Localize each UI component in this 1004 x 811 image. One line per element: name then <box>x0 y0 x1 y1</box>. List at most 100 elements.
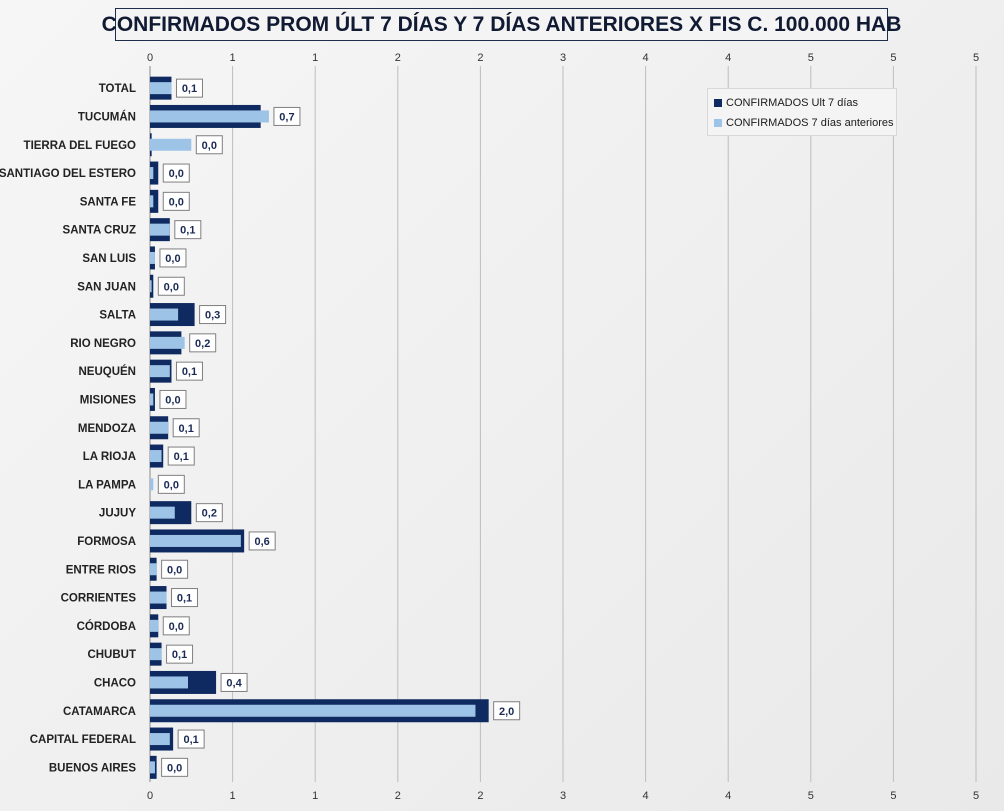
legend-swatch-previous <box>714 119 722 127</box>
x-axis-top-ticks: 0 1 1 2 2 3 4 4 5 5 5 <box>147 52 979 64</box>
data-label-text: 0,1 <box>183 734 198 746</box>
x-tick-label: 0 <box>147 790 153 802</box>
data-label: 0,1 <box>175 361 203 381</box>
category-label: RIO NEGRO <box>70 338 136 350</box>
data-label-box <box>199 305 227 325</box>
x-tick-label: 5 <box>973 790 979 802</box>
data-label-box <box>175 78 203 98</box>
bar-previous <box>150 167 154 180</box>
bar-previous <box>150 195 154 208</box>
data-label: 0,0 <box>159 248 187 268</box>
bar-current <box>150 189 159 213</box>
data-label-text: 0,0 <box>165 394 180 406</box>
data-label-box <box>273 106 301 126</box>
legend-label-current: CONFIRMADOS Ult 7 días <box>726 97 859 109</box>
data-label: 0,1 <box>177 729 205 749</box>
data-label-box <box>248 531 276 551</box>
data-label-box <box>174 220 202 240</box>
data-label: 0,4 <box>220 672 248 692</box>
data-label: 0,0 <box>157 474 185 494</box>
data-labels: 0,1 0,7 0,0 0,0 0,0 0,1 0,0 0,0 0,3 0,2 0,1 0,0 0,1 0… <box>157 78 521 777</box>
category-label: SAN LUIS <box>82 253 136 265</box>
data-label-text: 0,0 <box>164 479 179 491</box>
data-label-text: 0,1 <box>174 451 189 463</box>
data-label: 0,1 <box>167 446 195 466</box>
category-label: NEUQUÉN <box>78 365 136 378</box>
category-label: SAN JUAN <box>77 281 136 293</box>
bar-previous <box>150 280 152 293</box>
data-label-text: 0,2 <box>195 338 210 350</box>
bar-current <box>150 274 154 298</box>
category-label: LA RIOJA <box>83 451 136 463</box>
bar-previous <box>150 336 185 349</box>
x-tick-label: 4 <box>643 790 649 802</box>
data-label: 0,0 <box>161 757 189 777</box>
category-label: CÓRDOBA <box>77 620 136 633</box>
data-label-box <box>189 333 217 353</box>
bar-previous <box>150 308 179 321</box>
category-label: BUENOS AIRES <box>49 762 136 774</box>
data-label: 0,1 <box>174 220 202 240</box>
data-label: 0,0 <box>159 389 187 409</box>
data-label-text: 0,2 <box>202 508 217 520</box>
data-label: 0,2 <box>195 503 223 523</box>
bars <box>150 76 489 779</box>
data-label-text: 0,0 <box>169 196 184 208</box>
data-label-text: 0,1 <box>182 83 197 95</box>
legend: CONFIRMADOS Ult 7 días CONFIRMADOS 7 día… <box>707 88 897 136</box>
category-label: SALTA <box>99 310 136 322</box>
data-label-box <box>162 191 190 211</box>
x-tick-label: 1 <box>230 52 236 64</box>
data-label: 0,1 <box>166 644 194 664</box>
chart-title: CONFIRMADOS PROM ÚLT 7 DÍAS Y 7 DÍAS ANT… <box>102 8 901 41</box>
x-axis-bottom-ticks: 0 1 1 2 2 3 4 4 5 5 5 <box>147 790 979 802</box>
category-label: SANTA CRUZ <box>63 225 136 237</box>
bar-previous <box>150 450 162 463</box>
bar-previous <box>150 421 169 434</box>
data-label-box <box>195 503 223 523</box>
data-label-text: 0,0 <box>169 168 184 180</box>
data-label-box <box>162 163 190 183</box>
x-tick-label: 4 <box>725 52 731 64</box>
category-label: CORRIENTES <box>61 593 137 605</box>
bar-previous <box>150 223 170 236</box>
bar-previous <box>150 138 192 151</box>
data-label-box <box>161 559 189 579</box>
bar-previous <box>150 648 162 661</box>
x-tick-label: 5 <box>808 52 814 64</box>
x-tick-label: 1 <box>230 790 236 802</box>
category-label: MISIONES <box>80 394 137 406</box>
data-label-text: 0,1 <box>177 593 192 605</box>
data-label: 0,0 <box>157 276 185 296</box>
category-label: MENDOZA <box>78 423 136 435</box>
data-label: 0,0 <box>162 163 190 183</box>
bar-previous <box>150 393 154 406</box>
bar-previous <box>150 251 155 264</box>
category-label: LA PAMPA <box>78 479 136 491</box>
category-label: CAPITAL FEDERAL <box>30 734 136 746</box>
data-label-box <box>159 248 187 268</box>
data-label: 0,0 <box>195 135 223 155</box>
category-label: FORMOSA <box>77 536 136 548</box>
category-label: TIERRA DEL FUEGO <box>24 140 137 152</box>
data-label-box <box>171 588 199 608</box>
data-label: 0,7 <box>273 106 301 126</box>
data-label-box <box>172 418 200 438</box>
data-label-text: 0,0 <box>164 281 179 293</box>
data-label-box <box>167 446 195 466</box>
x-tick-label: 5 <box>808 790 814 802</box>
bar-previous <box>150 704 476 717</box>
category-label: CHUBUT <box>87 649 136 661</box>
x-tick-label: 5 <box>890 790 896 802</box>
x-tick-label: 2 <box>477 52 483 64</box>
data-label-box <box>220 672 248 692</box>
legend-item-previous: CONFIRMADOS 7 días anteriores <box>714 113 896 133</box>
x-tick-label: 5 <box>890 52 896 64</box>
data-label-text: 0,4 <box>226 677 242 689</box>
data-label-box <box>166 644 194 664</box>
data-label: 0,1 <box>171 588 199 608</box>
bar-previous <box>150 676 188 689</box>
data-label-text: 0,0 <box>169 621 184 633</box>
data-label: 0,2 <box>189 333 217 353</box>
bar-previous <box>150 534 241 547</box>
